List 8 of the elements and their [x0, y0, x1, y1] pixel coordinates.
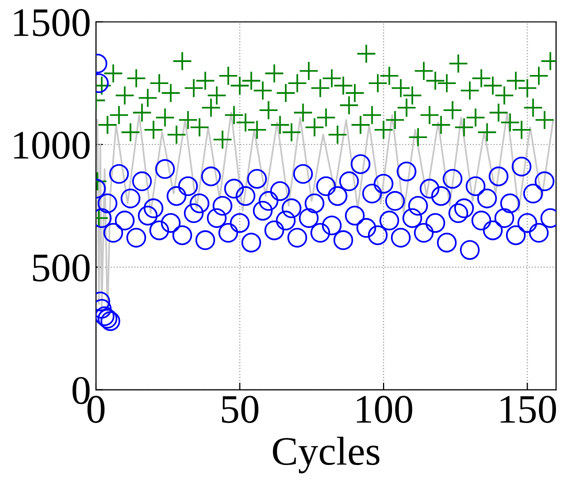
y-tick-label: 1500: [14, 9, 90, 36]
x-axis-title: Cycles: [272, 436, 380, 474]
x-tick-label: 100: [356, 396, 412, 423]
y-tick-label: 0: [72, 376, 90, 404]
y-tick-label: 500: [33, 254, 90, 282]
x-tick-label: 150: [500, 396, 556, 423]
y-tick-label: 1000: [14, 132, 90, 159]
x-tick-label: 50: [222, 396, 258, 423]
